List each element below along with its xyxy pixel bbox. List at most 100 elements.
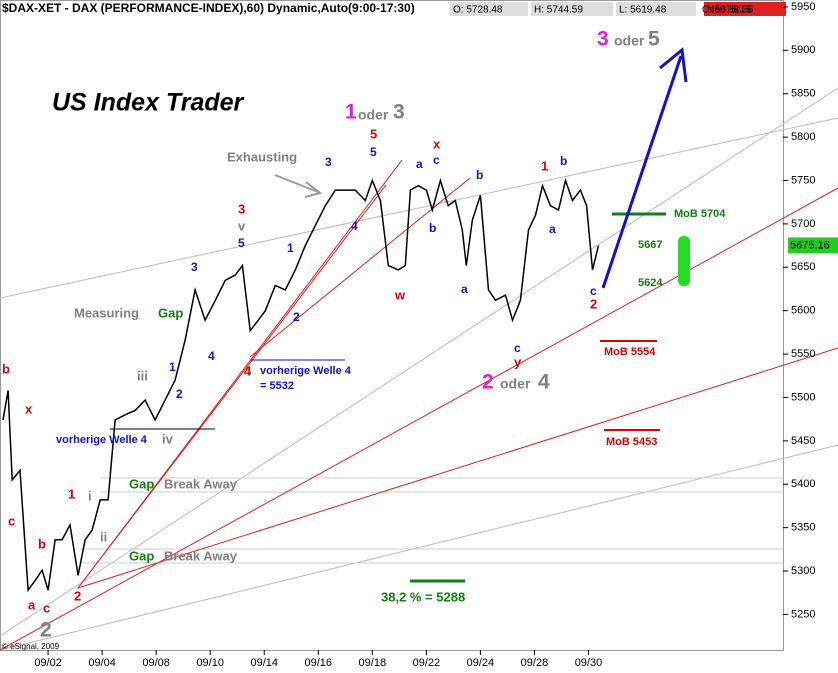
ohlc-label: L: 5619.48 [619,5,667,16]
annotation: c [43,600,50,615]
annotation: i [88,488,92,503]
watermark: US Index Trader [52,89,245,117]
annotation: Break Away [164,476,238,491]
trend-line [0,444,838,651]
x-tick-label: 09/10 [196,657,224,669]
annotation: c [433,153,440,167]
annotation: 1 [541,158,548,173]
ohlc-box [450,2,528,16]
x-tick-label: 09/14 [250,657,278,669]
annotation: 2 [590,296,597,311]
annotation: y [514,354,522,369]
forecast-arrow [601,55,683,289]
trend-line [77,159,403,589]
annotation: Measuring [74,305,139,320]
ohlc-label: H: 5744.59 [534,5,583,16]
annotation: x [25,401,33,416]
annotation: 2 [74,588,81,603]
annotation: MoB 5554 [604,346,656,358]
arrow-head [659,47,688,83]
annotation: 1 [345,101,357,124]
annotation: 5 [370,145,377,159]
net-label: Net: 38.36 [707,5,754,16]
annotation: a [461,282,468,296]
x-tick-label: 09/02 [34,657,62,669]
annotation: Gap [158,305,183,320]
annotation: 4 [351,219,358,233]
annotation: vorherige Welle 4 [56,434,148,446]
annotation: c [590,284,597,298]
trend-line [0,187,838,651]
y-tick-label: 5250 [791,608,815,620]
y-tick-label: 5600 [791,305,815,317]
annotation: b [2,361,10,376]
annotation: 1 [287,241,294,255]
annotation: b [38,536,46,551]
trend-line [0,87,838,637]
price-line [2,177,600,593]
annotation: oder [614,33,645,49]
y-tick-label: 5900 [791,44,815,56]
y-tick-label: 5500 [791,391,815,403]
x-tick-label: 09/16 [305,657,333,669]
annotation: vorherige Welle 4 [260,365,352,377]
annotation: iv [162,431,174,446]
annotation: b [429,221,436,235]
y-tick-label: 5950 [791,1,815,13]
y-tick-label: 5800 [791,131,815,143]
annotation: 1 [169,360,176,374]
net-box [704,2,786,16]
annotation: Gap [129,476,154,491]
annotation: oder [358,107,389,123]
trend-line [0,117,838,299]
last-price-box [788,237,838,254]
annotation: 2 [293,310,300,324]
annotation: MoB 5453 [606,436,657,448]
annotation: 3 [191,260,198,274]
drawings [0,47,838,651]
annotation: Exhausting [227,149,297,164]
annotation: c [8,513,15,528]
y-tick-label: 5700 [791,218,815,230]
annotation: b [476,168,483,182]
annotation: 2 [40,619,52,642]
ohlc-box [616,2,696,16]
annotation: w [394,287,406,302]
target-zone [678,236,690,286]
pointer-arrow [274,174,319,193]
y-tick-label: 5550 [791,348,815,360]
annotation: iii [137,368,148,383]
plot-border [0,0,784,651]
annotation: 4 [244,363,252,378]
annotation: 1 [68,486,75,501]
annotation: a [28,597,36,612]
annotation: 5 [238,236,245,250]
y-tick-label: 5300 [791,565,815,577]
y-tick-label: 5750 [791,174,815,186]
x-tick-label: 09/24 [467,657,495,669]
x-tick-label: 09/18 [359,657,387,669]
trend-line [77,347,838,589]
annotation: 2 [482,371,494,394]
annotation: Break Away [164,548,238,563]
annotation: 3 [393,101,405,124]
annotation: 4 [208,349,215,363]
annotation: v [238,218,246,233]
annotation: 3 [325,155,332,169]
annotation: 4 [538,371,550,394]
annotation: x [433,136,441,151]
annotation: a [416,157,423,171]
annotation: 5667 [638,239,662,251]
chart-title: $DAX-XET - DAX (PERFORMANCE-INDEX),60) D… [2,1,415,15]
ohlc-label: C: 5675.16 [702,5,751,16]
y-tick-label: 5400 [791,478,815,490]
x-tick-label: 09/28 [521,657,549,669]
y-tick-label: 5450 [791,435,815,447]
x-tick-label: 09/04 [88,657,116,669]
annotation: 38,2 % = 5288 [381,589,465,604]
ohlc-box [531,2,613,16]
credit: © eSignal, 2009 [2,642,60,651]
annotation: b [560,154,567,168]
